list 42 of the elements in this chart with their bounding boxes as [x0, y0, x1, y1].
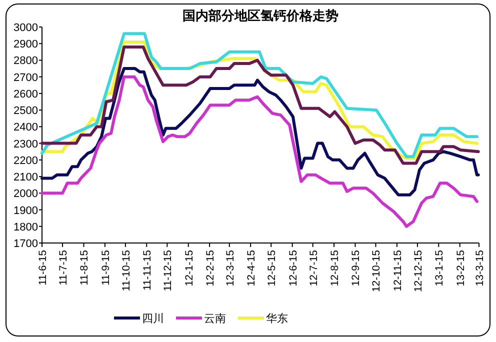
y-tick-label: 2600: [14, 88, 38, 100]
y-tick-label: 2200: [14, 154, 38, 167]
chart-title: 国内部分地区氢钙价格走势: [182, 8, 338, 23]
y-tick-label: 2300: [14, 138, 38, 150]
line-series: [40, 75, 478, 228]
legend-label: 四川: [142, 312, 164, 325]
y-tick-label: 2700: [14, 72, 38, 84]
x-tick-label: 11-10-15: [120, 250, 132, 292]
x-tick-label: 12-5-15: [266, 250, 278, 286]
x-tick-label: 12-2-15: [204, 250, 217, 286]
x-tick-label: 12-1-15: [183, 250, 196, 286]
x-tick-label: 12-7-15: [308, 250, 320, 286]
y-tick-label: 1700: [14, 238, 38, 250]
line-series: [40, 67, 480, 196]
y-tick-label: 2800: [14, 55, 38, 68]
x-tick-label: 12-12-15: [412, 250, 424, 292]
x-tick-label: 12-4-15: [246, 250, 258, 286]
x-tick-label: 11-8-15: [78, 250, 91, 286]
y-tick-label: 2900: [14, 38, 38, 51]
y-tick-label: 2000: [14, 188, 38, 200]
x-tick-label: 11-11-15: [142, 250, 154, 290]
x-tick-label: 12-9-15: [350, 250, 362, 286]
y-tick-label: 3000: [14, 22, 38, 34]
y-tick-label: 2400: [14, 122, 38, 134]
x-tick-label: 13-3-15: [474, 250, 486, 286]
x-tick-label: 12-8-15: [329, 250, 342, 286]
x-tick-label: 12-10-15: [370, 250, 383, 292]
y-tick-label: 1900: [14, 204, 38, 217]
x-tick-label: 13-1-15: [434, 250, 446, 286]
y-tick-label: 2500: [14, 105, 38, 118]
y-tick-label: 2100: [14, 172, 38, 184]
x-tick-label: 12-6-15: [287, 250, 300, 286]
y-tick-label: 1800: [14, 221, 38, 234]
x-tick-label: 13-2-15: [454, 250, 467, 286]
legend-label: 华东: [266, 312, 288, 325]
legend-label: 云南: [204, 312, 226, 325]
x-tick-label: 11-12-15: [162, 250, 174, 292]
x-tick-label: 12-11-15: [392, 250, 404, 292]
x-tick-label: 12-3-15: [224, 250, 236, 286]
x-tick-label: 11-7-15: [58, 250, 70, 286]
x-tick-label: 11-9-15: [100, 250, 112, 286]
x-tick-label: 11-6-15: [37, 250, 49, 286]
